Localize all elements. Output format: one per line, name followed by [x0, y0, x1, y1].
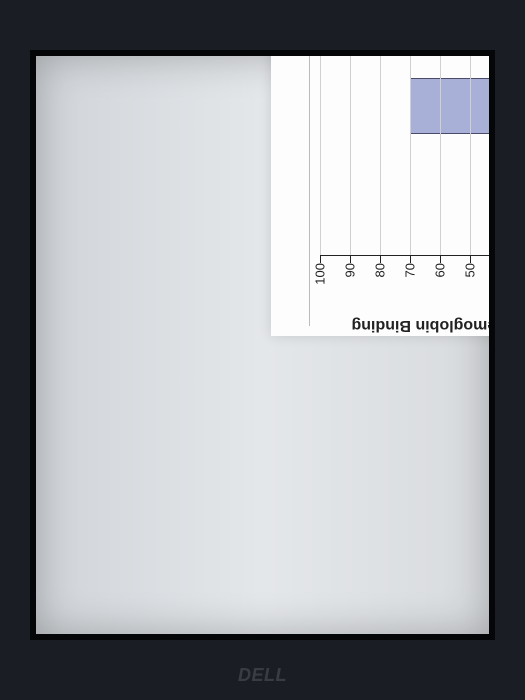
- y-tick-label: 80: [372, 263, 387, 299]
- gridline: [410, 50, 411, 255]
- gridline: [470, 50, 471, 255]
- y-tick-label: 50: [462, 263, 477, 299]
- chart-card: KUAAHT4LT Species C Percent Hemoglobin B…: [271, 50, 495, 336]
- y-tick-label: 60: [432, 263, 447, 299]
- bar: [410, 78, 495, 135]
- y-tick-label: 100: [313, 263, 328, 299]
- gridline: [350, 50, 351, 255]
- y-tick: [350, 255, 351, 263]
- y-tick: [380, 255, 381, 263]
- bar-chart: 0102030405060708090100: [320, 50, 495, 256]
- y-tick: [320, 255, 321, 263]
- y-axis-title: Percent Hemoglobin Binding: [311, 312, 495, 334]
- y-tick: [470, 255, 471, 263]
- gridline: [320, 50, 321, 255]
- y-tick: [410, 255, 411, 263]
- y-tick-label: 90: [342, 263, 357, 299]
- header-row: KUAAHT4LT Species C: [285, 50, 310, 326]
- y-tick-label: 70: [402, 263, 417, 299]
- y-tick: [440, 255, 441, 263]
- gridline: [380, 50, 381, 255]
- monitor-screen: KUAAHT4LT Species C Percent Hemoglobin B…: [30, 50, 495, 640]
- y-tick-label: 40: [492, 263, 495, 299]
- device-logo: DELL: [238, 665, 287, 686]
- gridline: [440, 50, 441, 255]
